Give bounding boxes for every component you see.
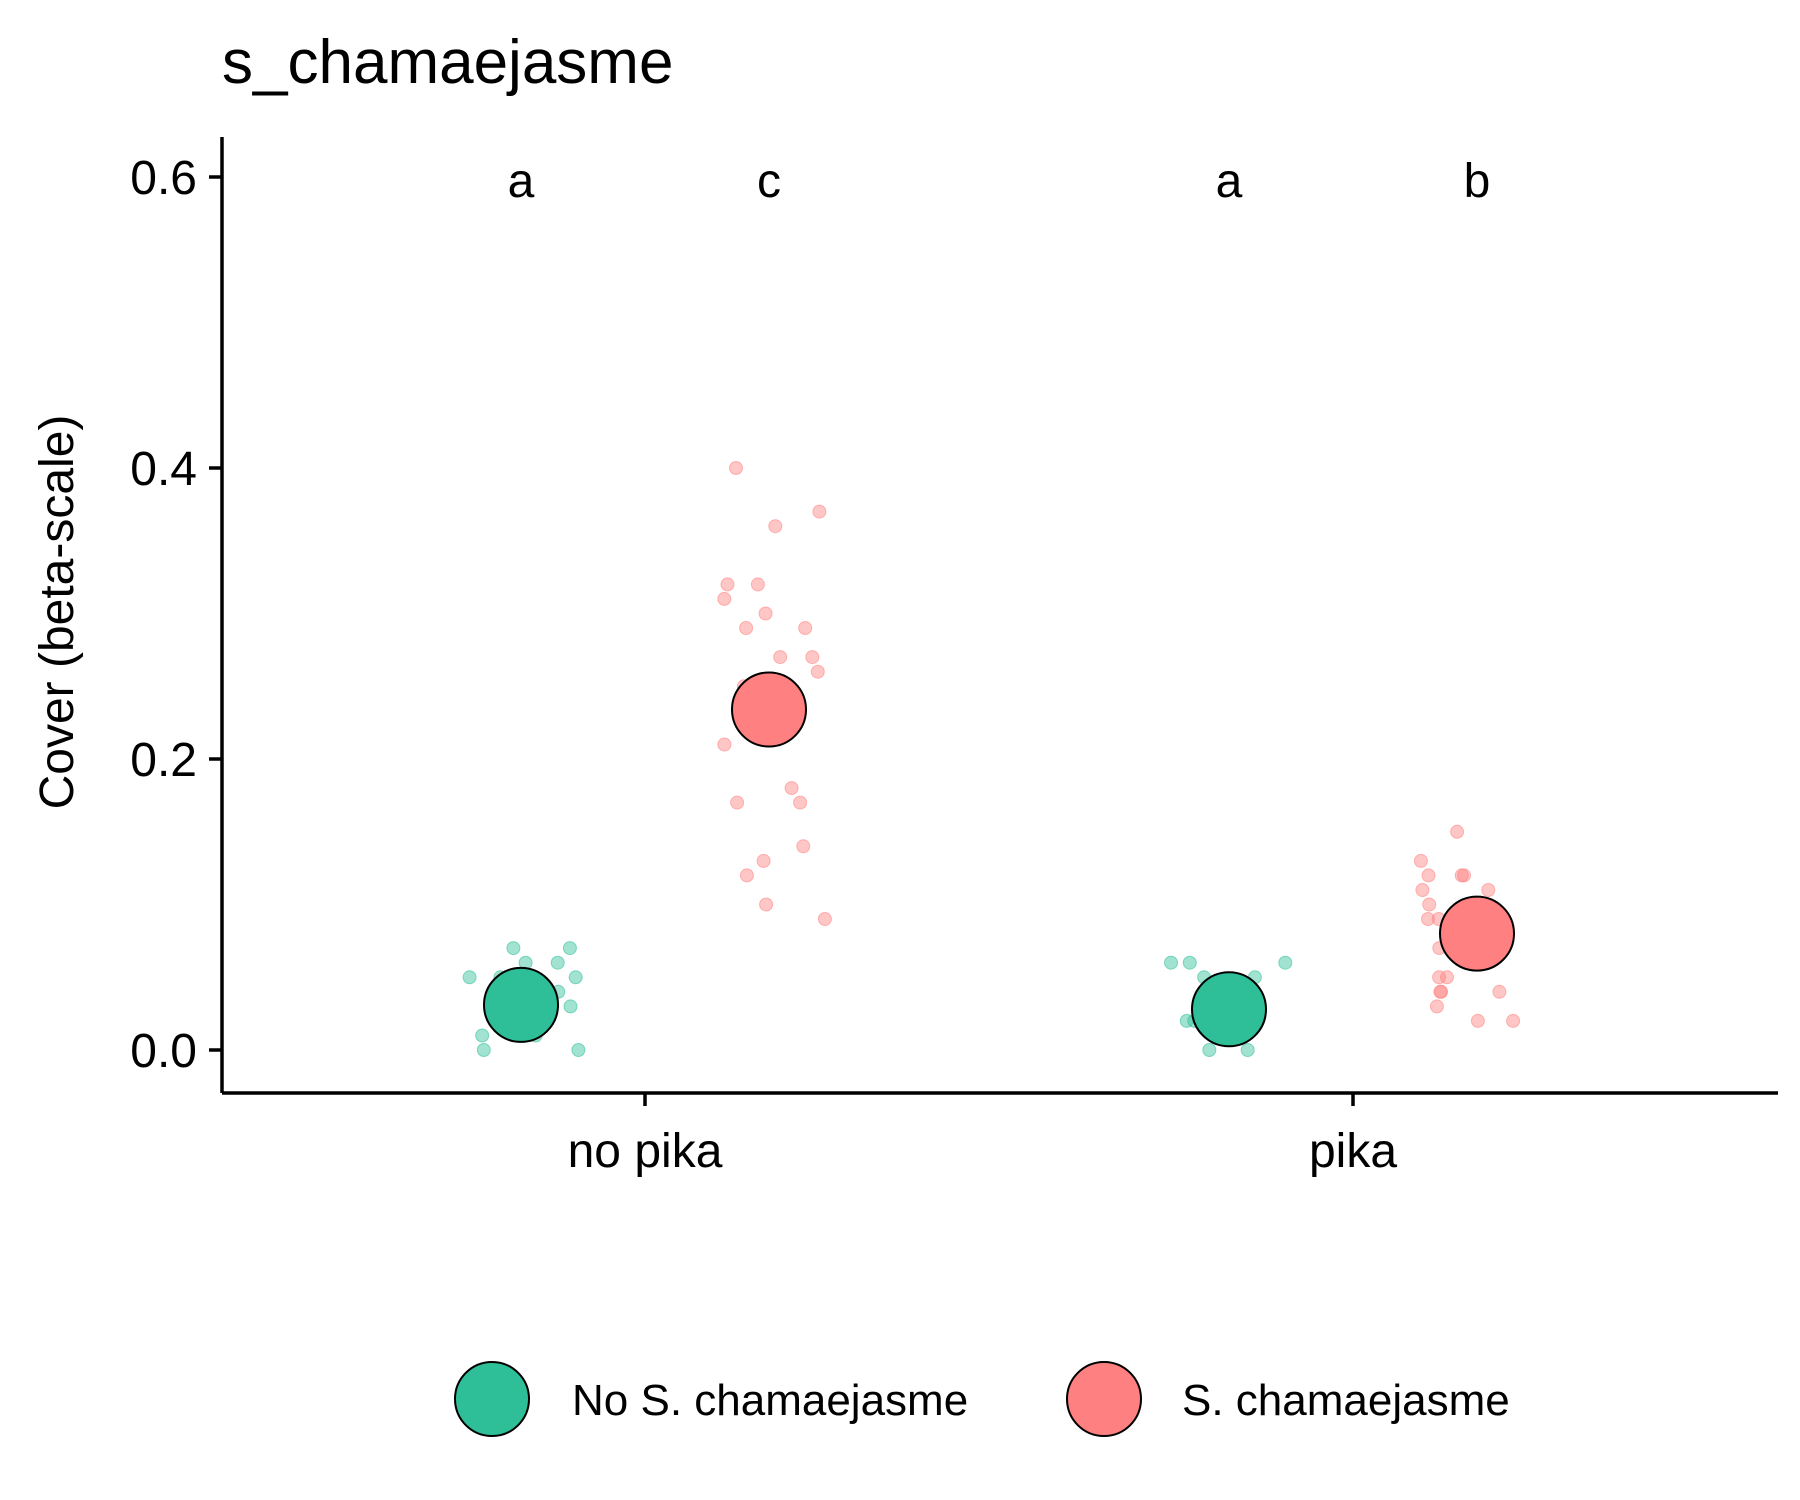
y-axis-ticks: 0.0 0.2 0.4 0.6	[130, 152, 222, 1078]
y-tick-label: 0.2	[130, 734, 197, 787]
data-point	[1481, 883, 1496, 897]
data-point	[1421, 912, 1435, 926]
data-point	[773, 650, 788, 665]
data-point	[1202, 1043, 1217, 1057]
data-point	[759, 897, 774, 912]
data-point	[805, 650, 820, 665]
data-point	[798, 621, 813, 635]
data-point	[1278, 955, 1293, 970]
data-point	[1440, 970, 1454, 985]
data-point	[476, 1043, 491, 1057]
data-point	[1432, 970, 1447, 985]
data-point	[1240, 1043, 1255, 1057]
chart-title: s_chamaejasme	[222, 28, 673, 97]
mean-marker	[1191, 971, 1267, 1048]
data-point	[730, 795, 745, 810]
data-point	[1506, 1013, 1521, 1028]
data-point	[1433, 984, 1448, 999]
y-tick-label: 0.6	[130, 152, 197, 205]
mean-markers-layer	[483, 671, 1515, 1048]
significance-letter: a	[1216, 155, 1243, 208]
y-axis-title: Cover (beta-scale)	[31, 415, 84, 810]
legend: No S. chamaejasme S. chamaejasme	[454, 1361, 1510, 1437]
data-point	[739, 621, 754, 635]
x-tick-label: pika	[1309, 1125, 1397, 1178]
data-point	[717, 591, 732, 606]
data-point	[1413, 853, 1428, 868]
jittered-points-layer	[462, 461, 1521, 1057]
mean-marker	[731, 671, 807, 748]
legend-label: S. chamaejasme	[1182, 1376, 1510, 1425]
data-point	[793, 795, 808, 810]
data-point	[571, 1043, 586, 1057]
data-point	[1454, 868, 1469, 883]
data-point	[562, 941, 577, 956]
data-point	[756, 853, 771, 868]
significance-letter: b	[1464, 155, 1491, 208]
data-point	[817, 912, 832, 926]
mean-marker	[483, 966, 559, 1043]
x-tick-label: no pika	[568, 1125, 723, 1178]
data-point	[506, 941, 521, 956]
legend-label: No S. chamaejasme	[572, 1376, 968, 1425]
mean-marker	[1439, 895, 1515, 972]
data-point	[1422, 897, 1437, 912]
data-point	[739, 868, 754, 883]
data-point	[462, 970, 477, 985]
data-point	[1415, 883, 1430, 897]
legend-key	[454, 1361, 530, 1437]
y-tick-label: 0.4	[130, 443, 197, 496]
data-point	[717, 737, 732, 752]
legend-key	[1066, 1361, 1142, 1437]
data-point	[475, 1028, 490, 1043]
data-point	[768, 519, 783, 534]
data-point	[1470, 1013, 1485, 1028]
data-point	[563, 999, 578, 1014]
data-point	[810, 664, 825, 679]
significance-letter: a	[508, 155, 535, 208]
data-point	[796, 839, 811, 854]
data-point	[568, 970, 583, 985]
data-point	[720, 577, 735, 592]
significance-letters-layer: a ac b	[508, 155, 1491, 208]
data-point	[1450, 824, 1465, 839]
significance-letter: c	[757, 155, 781, 208]
data-point	[812, 504, 827, 519]
x-axis-ticks: no pika pika	[568, 1093, 1397, 1178]
data-point	[1429, 999, 1444, 1014]
data-point	[758, 606, 773, 621]
data-point	[784, 781, 799, 796]
data-point	[729, 461, 743, 475]
data-point	[1182, 955, 1197, 970]
data-point	[1492, 984, 1507, 999]
data-point	[1421, 868, 1436, 883]
data-point	[1164, 955, 1178, 970]
y-tick-label: 0.0	[130, 1025, 197, 1078]
data-point	[550, 955, 565, 970]
data-point	[750, 577, 765, 592]
